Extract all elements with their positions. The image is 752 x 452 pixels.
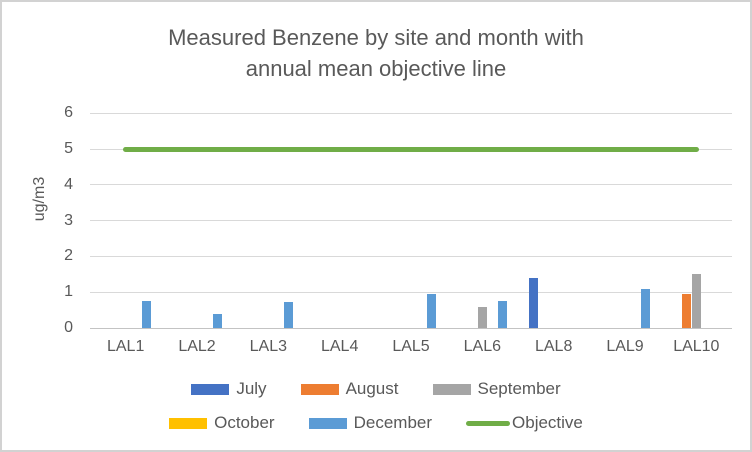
bar-december-lal1 — [142, 301, 151, 328]
legend-item-december: December — [308, 413, 433, 433]
legend-swatch-august-icon — [300, 383, 339, 395]
legend-item-september: September — [432, 379, 561, 399]
gridline-0 — [90, 327, 732, 329]
x-label-lal1: LAL1 — [106, 338, 145, 355]
bar-august-lal10 — [682, 294, 691, 328]
gridline-6 — [90, 112, 732, 114]
bar-december-lal6 — [498, 301, 507, 328]
x-label-lal9: LAL9 — [606, 338, 644, 355]
legend-item-objective: Objective — [466, 413, 583, 433]
y-tick-2: 2 — [64, 247, 73, 265]
gridline-2 — [90, 255, 732, 257]
legend-swatch-july-icon — [191, 383, 230, 395]
legend-item-august: August — [300, 379, 399, 399]
gridline-1 — [90, 291, 732, 293]
legend-swatch-objective-line-icon — [466, 420, 511, 426]
legend-item-october: October — [169, 413, 275, 433]
legend-swatch-december-icon — [308, 417, 347, 429]
gridline-4 — [90, 184, 732, 186]
y-tick-6: 6 — [64, 104, 73, 122]
x-label-lal2: LAL2 — [178, 338, 216, 355]
x-label-lal10: LAL10 — [673, 338, 720, 355]
chart-title-line-2: annual mean objective line — [245, 56, 507, 81]
bar-september-lal10 — [692, 274, 701, 328]
legend-label-september: September — [477, 379, 561, 398]
legend-swatch-october-icon — [169, 417, 208, 429]
legend-label-december: December — [353, 413, 433, 432]
objective-line — [122, 146, 700, 152]
bar-december-lal2 — [213, 314, 222, 328]
chart-title: Measured Benzene by site and month with … — [2, 22, 750, 84]
legend-label-october: October — [214, 413, 275, 432]
bar-december-lal3 — [284, 302, 293, 328]
legend-label-objective: Objective — [512, 413, 583, 432]
legend-row-1: July August September — [2, 379, 750, 399]
y-tick-0: 0 — [64, 319, 73, 336]
x-label-lal5: LAL5 — [392, 338, 430, 355]
legend-swatch-september-icon — [432, 383, 471, 395]
y-tick-3: 3 — [64, 211, 73, 229]
x-label-lal4: LAL4 — [320, 338, 359, 355]
legend-label-july: July — [236, 379, 267, 398]
y-tick-5: 5 — [64, 140, 73, 157]
chart-title-line-1: Measured Benzene by site and month with — [168, 25, 584, 50]
bar-december-lal9 — [641, 289, 650, 328]
x-label-lal3: LAL3 — [249, 338, 288, 355]
x-label-lal8: LAL8 — [534, 338, 573, 355]
gridline-3 — [90, 220, 732, 222]
bar-december-lal5 — [427, 294, 436, 328]
bar-july-lal8 — [529, 278, 538, 328]
y-tick-4: 4 — [64, 175, 73, 193]
legend-label-august: August — [345, 379, 399, 398]
bar-september-lal6 — [478, 307, 487, 328]
legend-item-july: July — [191, 379, 267, 399]
legend-row-2: October December Objective — [2, 413, 750, 433]
y-tick-1: 1 — [64, 283, 73, 301]
x-label-lal6: LAL6 — [463, 338, 502, 355]
